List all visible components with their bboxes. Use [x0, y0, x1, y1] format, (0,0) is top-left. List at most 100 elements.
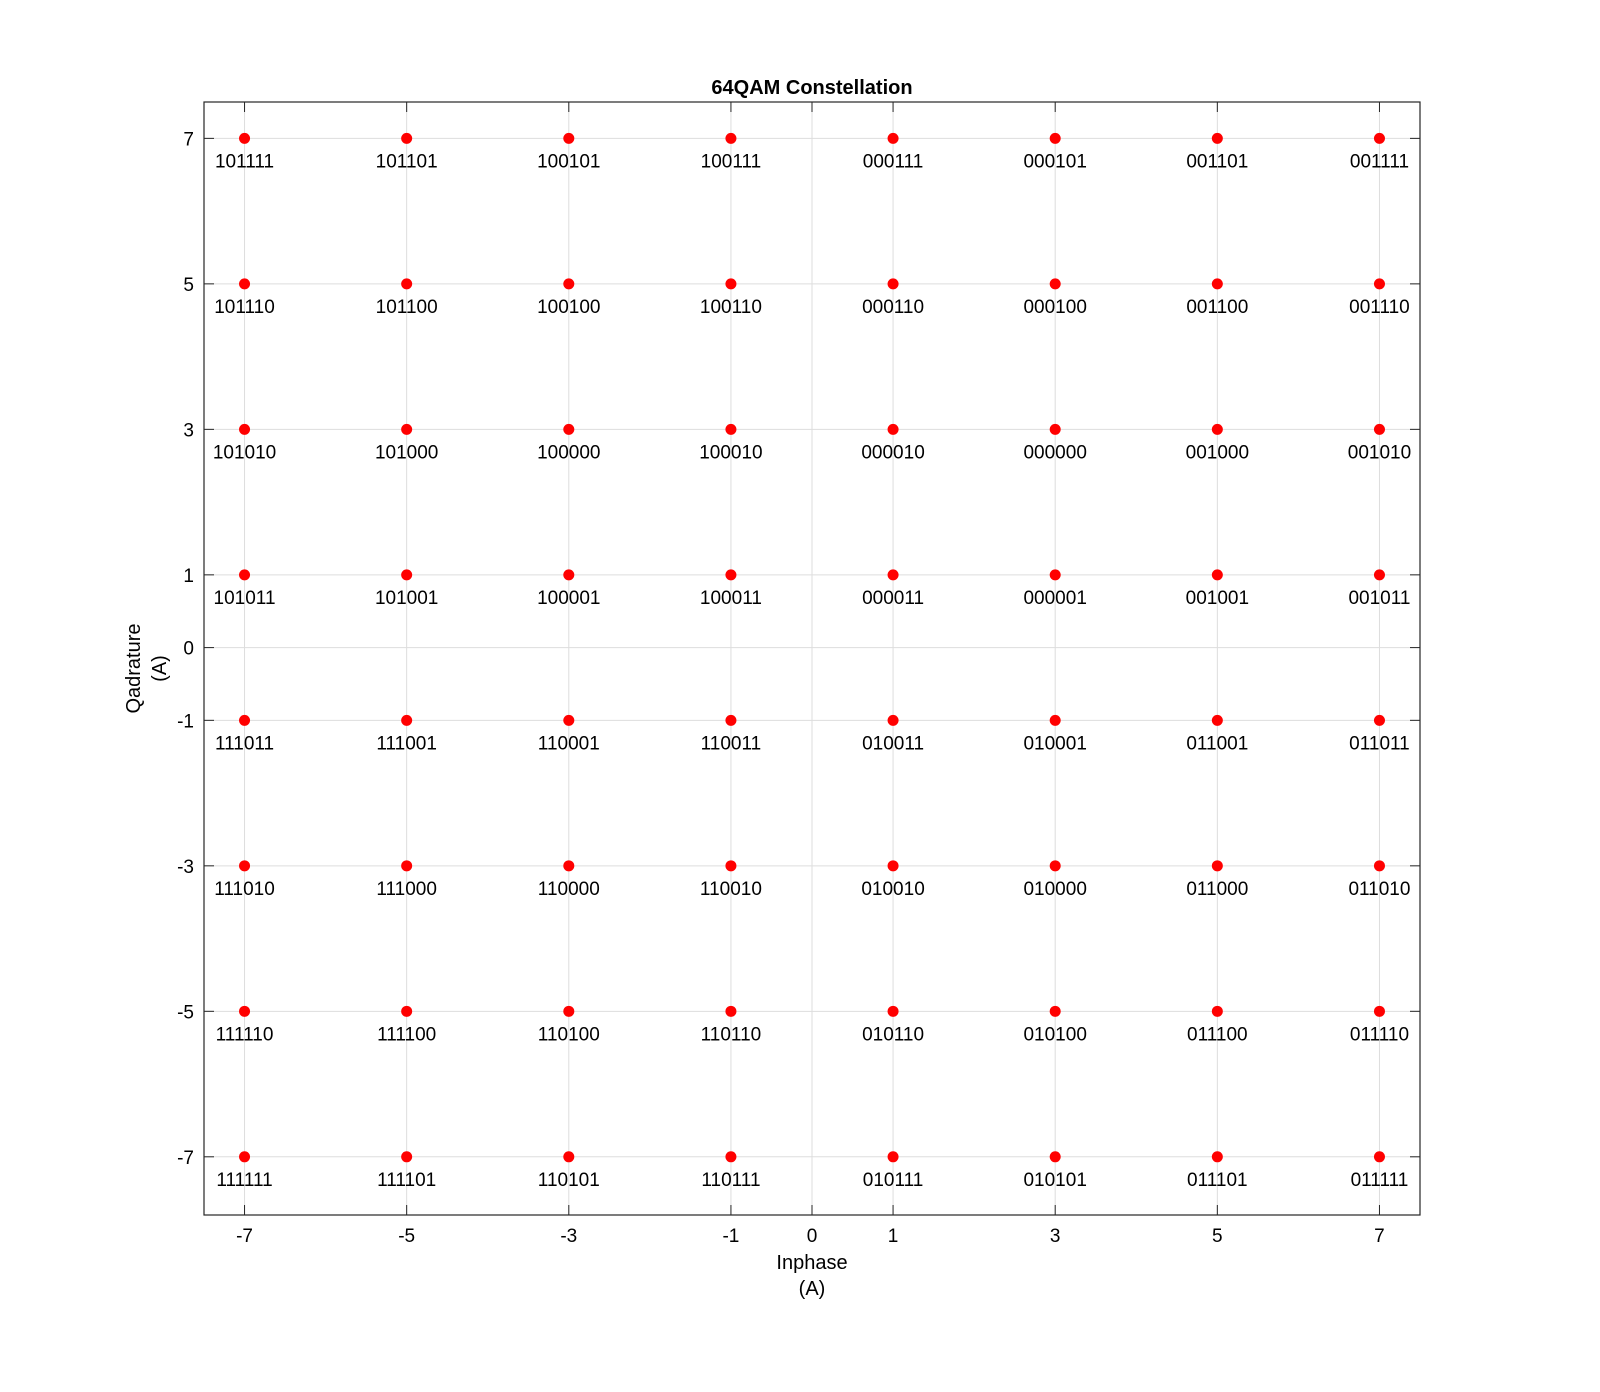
- constellation-point: [401, 132, 413, 144]
- x-tick-label: 7: [1374, 1226, 1385, 1247]
- constellation-point: [1373, 860, 1385, 872]
- point-bit-label: 110001: [538, 733, 600, 754]
- constellation-point: [563, 714, 575, 726]
- point-bit-label: 000110: [862, 297, 924, 318]
- constellation-point: [563, 423, 575, 435]
- point-bit-label: 110100: [538, 1024, 600, 1045]
- point-bit-label: 110010: [700, 879, 762, 900]
- constellation-point: [401, 1151, 413, 1163]
- x-tick-label: -7: [236, 1226, 253, 1247]
- point-bit-label: 100100: [537, 297, 600, 318]
- y-axis-label: Qadrature: [123, 623, 145, 713]
- constellation-point: [239, 860, 251, 872]
- y-tick-label: 0: [183, 639, 194, 660]
- x-tick-label: -5: [398, 1226, 415, 1247]
- constellation-point: [1373, 423, 1385, 435]
- point-bit-label: 111100: [377, 1024, 436, 1045]
- x-tick-label: 5: [1212, 1226, 1223, 1247]
- x-axis-unit: (A): [799, 1278, 826, 1300]
- point-bit-label: 111011: [215, 733, 274, 754]
- point-bit-label: 001011: [1348, 588, 1410, 609]
- constellation-point: [725, 1005, 737, 1017]
- y-tick-label: -1: [177, 711, 194, 732]
- point-bit-label: 000011: [862, 588, 924, 609]
- constellation-point: [1049, 1151, 1061, 1163]
- constellation-point: [1373, 569, 1385, 581]
- point-bit-label: 010000: [1023, 879, 1086, 900]
- constellation-point: [887, 1005, 899, 1017]
- constellation-point: [887, 278, 899, 290]
- constellation-point: [239, 423, 251, 435]
- constellation-point: [1049, 423, 1061, 435]
- constellation-point: [725, 278, 737, 290]
- constellation-point: [1211, 714, 1223, 726]
- constellation-point: [401, 569, 413, 581]
- constellation-point: [1049, 278, 1061, 290]
- x-tick-label: -3: [560, 1226, 577, 1247]
- point-bit-label: 010100: [1023, 1024, 1086, 1045]
- constellation-point: [1373, 1151, 1385, 1163]
- x-tick-label: 0: [807, 1226, 818, 1247]
- constellation-point: [887, 132, 899, 144]
- point-bit-label: 110101: [538, 1170, 600, 1191]
- y-tick-label: -3: [177, 857, 194, 878]
- point-bit-label: 000000: [1023, 442, 1086, 463]
- point-bit-label: 101111: [215, 151, 274, 172]
- point-bit-label: 111001: [376, 733, 437, 754]
- point-bit-label: 001001: [1186, 588, 1249, 609]
- constellation-point: [563, 132, 575, 144]
- point-bit-label: 111010: [214, 879, 275, 900]
- constellation-points: [239, 132, 1385, 1163]
- point-bit-label: 000111: [863, 151, 924, 172]
- constellation-point: [401, 1005, 413, 1017]
- constellation-point: [725, 423, 737, 435]
- constellation-point: [725, 860, 737, 872]
- point-bit-label: 011110: [1350, 1024, 1409, 1045]
- point-bit-label: 100001: [537, 588, 600, 609]
- point-bit-label: 100110: [700, 297, 762, 318]
- constellation-point: [887, 423, 899, 435]
- point-labels: 101111 101101 100101 100111 000111 000101 0011…: [213, 151, 1411, 1190]
- point-bit-label: 101101: [376, 151, 438, 172]
- point-bit-label: 101011: [214, 588, 276, 609]
- point-bit-label: 000100: [1023, 297, 1086, 318]
- point-bit-label: 110011: [701, 733, 762, 754]
- constellation-point: [1049, 569, 1061, 581]
- point-bit-label: 010111: [863, 1170, 924, 1191]
- constellation-point: [1211, 1151, 1223, 1163]
- point-bit-label: 010101: [1023, 1170, 1086, 1191]
- point-bit-label: 100011: [700, 588, 762, 609]
- grid-lines: [204, 102, 1420, 1215]
- point-bit-label: 001111: [1350, 151, 1409, 172]
- y-tick-label: 5: [183, 275, 194, 296]
- point-bit-label: 001101: [1186, 151, 1248, 172]
- point-bit-label: 000001: [1023, 588, 1086, 609]
- constellation-point: [887, 1151, 899, 1163]
- point-bit-label: 100111: [701, 151, 762, 172]
- constellation-point: [239, 1151, 251, 1163]
- constellation-point: [239, 278, 251, 290]
- point-bit-label: 110111: [701, 1170, 760, 1191]
- constellation-point: [1373, 132, 1385, 144]
- point-bit-label: 111111: [216, 1170, 272, 1191]
- point-bit-label: 101000: [375, 442, 438, 463]
- point-bit-label: 001110: [1349, 297, 1410, 318]
- constellation-point: [563, 1151, 575, 1163]
- constellation-point: [401, 714, 413, 726]
- constellation-point: [1373, 278, 1385, 290]
- constellation-point: [239, 1005, 251, 1017]
- constellation-point: [401, 423, 413, 435]
- constellation-point: [725, 714, 737, 726]
- constellation-point: [563, 1005, 575, 1017]
- constellation-point: [725, 569, 737, 581]
- y-axis-unit: (A): [149, 655, 171, 682]
- constellation-point: [563, 278, 575, 290]
- constellation-point: [1211, 132, 1223, 144]
- point-bit-label: 100101: [537, 151, 600, 172]
- constellation-point: [1049, 714, 1061, 726]
- point-bit-label: 111101: [377, 1170, 436, 1191]
- point-bit-label: 001010: [1348, 442, 1411, 463]
- y-tick-label: 3: [183, 420, 194, 441]
- point-bit-label: 011010: [1348, 879, 1410, 900]
